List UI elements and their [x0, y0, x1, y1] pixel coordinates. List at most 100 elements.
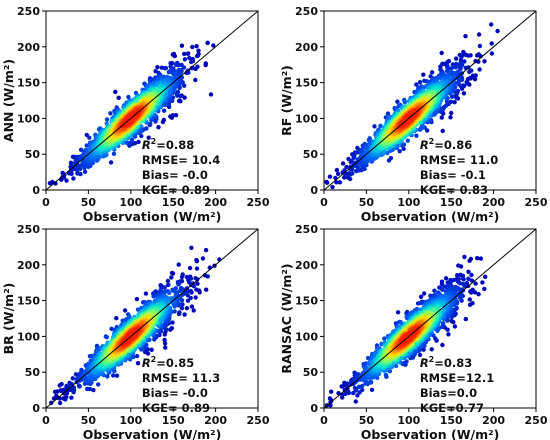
scatter-point [455, 273, 460, 278]
scatter-point [162, 337, 167, 343]
scatter-point [334, 167, 340, 173]
scatter-point [104, 117, 110, 122]
scatter-point [383, 372, 389, 378]
scatter-point [335, 171, 341, 176]
scatter-point [369, 387, 375, 392]
scatter-point [466, 53, 471, 58]
y-tick-label: 250 [17, 223, 40, 236]
scatter-point [176, 262, 181, 267]
scatter-point [478, 256, 483, 261]
scatter-point [149, 347, 154, 352]
x-tick-label: 100 [397, 196, 420, 209]
scatter-point [489, 22, 494, 27]
scatter-point [134, 296, 140, 302]
scatter-point [193, 295, 198, 300]
scatter-point [108, 111, 113, 116]
scatter-point [327, 416, 331, 420]
scatter-point [194, 266, 200, 271]
scatter-point [451, 277, 456, 283]
scatter-point [489, 41, 494, 46]
y-tick-label: 0 [310, 184, 318, 197]
scatter-point [69, 395, 74, 400]
scatter-points [324, 22, 500, 190]
scatter-point [161, 108, 167, 113]
scatter-point [193, 77, 198, 83]
axes-frame [45, 228, 259, 409]
x-tick-label: 150 [162, 196, 185, 209]
scatter-point [57, 400, 63, 406]
y-tick-label: 250 [17, 5, 40, 18]
stat-bias: Bias= -0.0 [142, 386, 208, 400]
scatter-point [404, 311, 409, 316]
scatter-point [469, 272, 474, 278]
scatter-point [482, 59, 487, 64]
scatter-point [73, 372, 79, 377]
scatter-points [324, 254, 488, 420]
scatter-point [448, 279, 453, 285]
scatter-point [472, 77, 478, 82]
x-tick-label: 50 [81, 196, 97, 209]
scatter-point [440, 342, 445, 348]
x-tick-label: 250 [247, 196, 270, 209]
scatter-point [351, 155, 356, 160]
scatter-point [473, 281, 478, 286]
scatter-point [417, 80, 423, 85]
stat-r2: R2=0.86 [420, 137, 472, 152]
scatter-point [449, 94, 455, 99]
scatter-point [452, 100, 457, 105]
x-tick-label: 150 [440, 196, 463, 209]
scatter-point [139, 124, 144, 129]
scatter-point [405, 138, 410, 143]
scatter-point [461, 91, 467, 96]
scatter-point [166, 282, 171, 287]
scatter-point [182, 57, 188, 62]
scatter-point [189, 245, 194, 250]
scatter-point [172, 53, 177, 59]
scatter-point [330, 184, 335, 190]
scatter-point [463, 34, 468, 39]
scatter-point [475, 256, 480, 261]
scatter-point [182, 51, 187, 57]
scatter-point [382, 336, 387, 341]
scatter-point [477, 43, 483, 49]
scatter-point [163, 345, 168, 350]
y-tick-label: 100 [17, 330, 40, 343]
scatter-point [211, 43, 216, 48]
scatter-point [84, 132, 90, 138]
scatter-point [203, 61, 208, 66]
scatter-point [439, 115, 444, 120]
scatter-point [77, 384, 82, 389]
scatter-point [151, 294, 156, 299]
scatter-point [113, 89, 118, 95]
scatter-point [170, 320, 175, 325]
scatter-point [105, 374, 110, 379]
scatter-point [421, 72, 426, 77]
scatter-point [166, 69, 172, 75]
scatter-point [385, 111, 391, 116]
scatter-point [489, 51, 495, 56]
stat-kge: KGE= 0.89 [142, 183, 210, 197]
scatter-point [414, 82, 419, 87]
scatter-point [69, 171, 74, 176]
scatter-point [196, 48, 201, 53]
y-axis-label: RF (W/m²) [279, 65, 294, 136]
scatter-point [443, 276, 449, 281]
scatter-point [467, 69, 472, 75]
x-tick-label: 50 [81, 414, 97, 427]
scatter-point [414, 133, 419, 138]
y-tick-label: 150 [17, 295, 40, 308]
scatter-point [122, 308, 128, 313]
scatter-point [439, 281, 445, 287]
scatter-point [180, 302, 185, 307]
y-tick-label: 100 [295, 112, 318, 125]
scatter-point [385, 150, 390, 156]
x-tick-label: 200 [204, 196, 227, 209]
scatter-point [329, 398, 334, 403]
scatter-point [190, 44, 195, 50]
scatter-point [134, 353, 140, 359]
scatter-point [116, 95, 121, 101]
scatter-point [344, 164, 349, 170]
y-axis-label: BR (W/m²) [1, 283, 16, 355]
axes-frame [323, 10, 537, 191]
